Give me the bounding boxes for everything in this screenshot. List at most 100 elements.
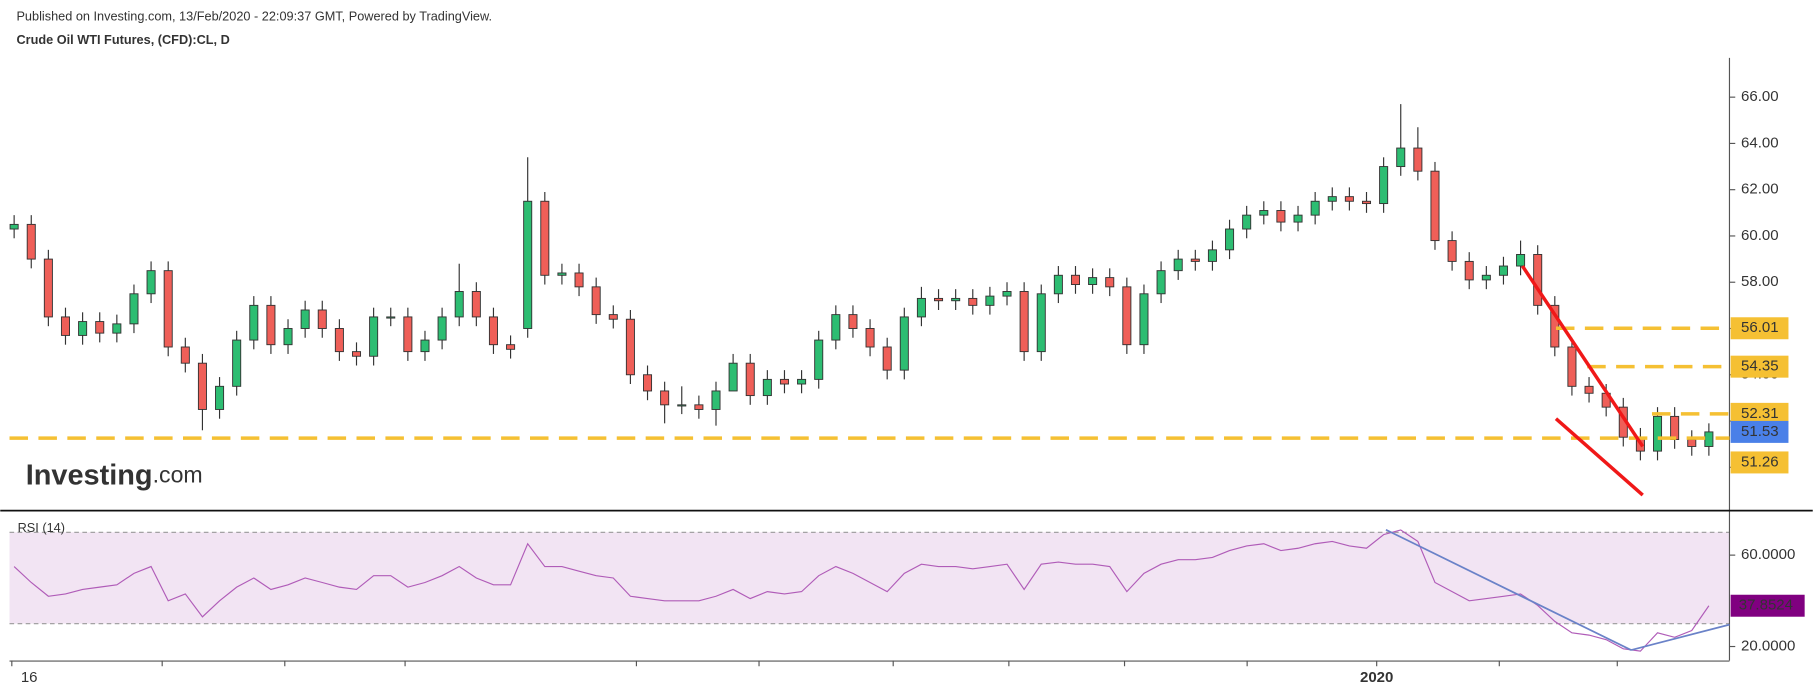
y-tick-label: 20.0000 [1741, 637, 1795, 654]
x-tick-label: 2020 [1360, 669, 1393, 686]
level-label-box [1730, 402, 1789, 425]
y-tick-label: 64.00 [1741, 134, 1779, 151]
candle-body [660, 390, 670, 406]
candle-body [677, 404, 687, 407]
candle-body [112, 323, 122, 334]
candle-body [266, 304, 276, 346]
candle-body [215, 385, 225, 410]
candle-body [1533, 254, 1543, 306]
candle-body [985, 295, 995, 306]
candle-body [403, 316, 413, 353]
candle-body [608, 314, 618, 320]
candle-body [454, 291, 464, 318]
candle-body [779, 378, 789, 385]
candle-body [1704, 431, 1714, 447]
candle-body [1310, 200, 1320, 216]
candle-body [488, 316, 498, 346]
candle-body [1653, 415, 1663, 452]
rsi-band [9, 532, 1730, 624]
candle-body [916, 297, 926, 318]
candle-body [1002, 291, 1012, 297]
candle-body [1413, 147, 1423, 172]
candle-body [1070, 274, 1080, 286]
candle-body [831, 314, 841, 341]
candle-body [78, 321, 88, 336]
candle-body [1293, 214, 1303, 223]
rsi-last-box [1730, 594, 1805, 617]
candle-body [1464, 260, 1474, 281]
candle-body [762, 378, 772, 397]
candle-body [43, 258, 53, 318]
rsi-last-label: 37.8524 [1739, 597, 1793, 614]
candle-body [26, 223, 36, 260]
candle-body [1259, 210, 1269, 216]
candle-body [334, 328, 344, 353]
candle-body [1498, 265, 1508, 276]
candle-body [574, 272, 584, 288]
candle-body [728, 362, 738, 392]
level-label: 52.31 [1741, 405, 1779, 422]
logo-suffix: .com [153, 462, 203, 488]
published-note: Published on Investing.com, 13/Feb/2020 … [16, 9, 492, 24]
candle-body [1036, 293, 1046, 353]
candle-body [557, 272, 567, 276]
candle-body [283, 328, 293, 346]
candle-body [523, 200, 533, 329]
candle-body [1670, 415, 1680, 440]
axis-labels: 50.0052.0054.0056.0058.0060.0062.0064.00… [21, 88, 1805, 686]
rsi-trend-line [1630, 623, 1730, 651]
candle-body [694, 404, 704, 410]
candle-body [951, 297, 961, 302]
rsi-trend-line [1385, 528, 1632, 651]
candle-body [1225, 228, 1235, 251]
chart-title: Crude Oil WTI Futures, (CFD):CL, D [16, 32, 229, 47]
trend-line [1554, 417, 1644, 497]
candle-body [1361, 200, 1372, 205]
candle-body [471, 291, 481, 318]
rsi-label: RSI (14) [18, 520, 65, 535]
candle-body [1088, 277, 1098, 286]
candle-body [437, 316, 447, 341]
candle-body [591, 286, 601, 316]
candle-body [1156, 270, 1166, 295]
x-tick-label: 16 [21, 669, 38, 686]
y-tick-label: 60.00 [1741, 227, 1779, 244]
marks [9, 104, 1730, 652]
candle-body [882, 346, 892, 371]
candle-body [1105, 277, 1115, 288]
candle-body [1379, 166, 1389, 205]
level-label-box [1730, 451, 1789, 474]
candle-body [540, 200, 550, 276]
y-tick-label: 62.00 [1741, 181, 1779, 198]
candle-body [1190, 258, 1200, 262]
candle-body [1139, 293, 1149, 346]
candle-body [386, 316, 396, 319]
candle-body [163, 270, 173, 348]
candle-body [420, 339, 430, 353]
candle-body [1276, 210, 1286, 223]
candle-body [1122, 286, 1132, 346]
candle-body [9, 223, 19, 230]
candle-body [1481, 274, 1491, 281]
candle-body [232, 339, 242, 387]
rsi-panel [9, 531, 1730, 625]
candle-body [146, 270, 156, 295]
candle-body [129, 293, 139, 325]
last-price-label: 51.53 [1741, 423, 1779, 440]
y-tick-label: 58.00 [1741, 273, 1779, 290]
candle-body [1447, 240, 1457, 262]
last-price-box [1730, 420, 1789, 443]
level-label: 56.01 [1741, 319, 1779, 336]
level-label: 51.26 [1741, 453, 1779, 470]
candle-body [1053, 274, 1063, 295]
trend-line [1520, 265, 1645, 448]
candle-body [197, 362, 207, 410]
candle-body [1173, 258, 1183, 272]
candle-body [317, 309, 327, 329]
candle-body [249, 304, 259, 341]
rsi-line [13, 529, 1710, 652]
level-label-box [1730, 317, 1789, 340]
logo-main: Investing [26, 459, 153, 491]
candle-body [60, 316, 70, 336]
candle-body [1567, 346, 1577, 387]
